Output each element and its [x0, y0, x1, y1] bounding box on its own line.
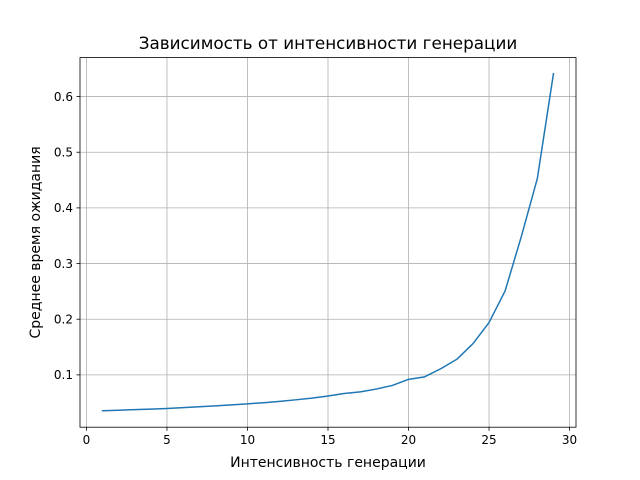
x-tick-label: 20: [401, 433, 416, 447]
x-tick-label: 0: [83, 433, 91, 447]
y-tick-label: 0.6: [54, 90, 73, 104]
x-tick-label: 10: [240, 433, 255, 447]
y-tick-label: 0.5: [54, 146, 73, 160]
y-tick-label: 0.4: [54, 201, 73, 215]
x-axis-label: Интенсивность генерации: [230, 455, 426, 471]
x-tick-label: 30: [562, 433, 577, 447]
series-line: [101, 72, 555, 412]
x-tick-label: 15: [320, 433, 335, 447]
y-tick-label: 0.2: [54, 313, 73, 327]
y-tick-label: 0.3: [54, 257, 73, 271]
x-tick-label: 25: [481, 433, 496, 447]
y-tick-label: 0.1: [54, 368, 73, 382]
grid-lines: [80, 57, 576, 428]
ticks: 0 5 10 15 20 25 30 0.1 0.2 0.3 0.4 0.5 0.6: [54, 90, 577, 447]
chart-title: Зависимость от интенсивности генерации: [139, 33, 518, 53]
y-axis-label: Среднее время ожидания: [28, 146, 44, 338]
series-layer: [101, 72, 555, 412]
x-tick-label: 5: [163, 433, 171, 447]
